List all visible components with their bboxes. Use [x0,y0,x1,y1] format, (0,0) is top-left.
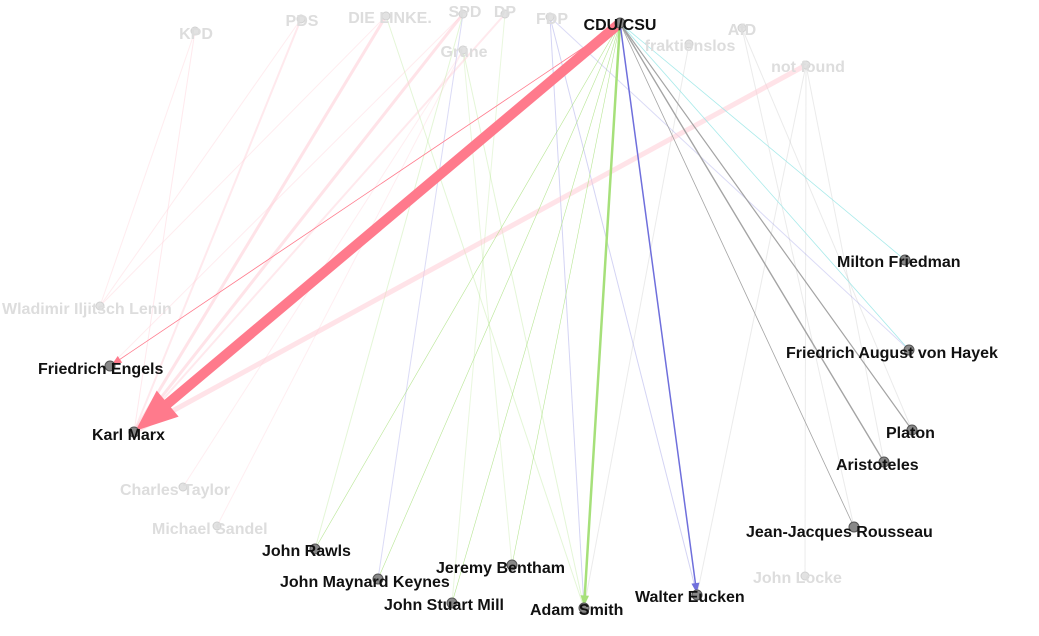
node-lenin[interactable] [95,301,105,311]
label-fraktionslos: fraktionslos [645,38,736,55]
edge-kpd-lenin [99,30,196,307]
edge-cdu-bentham [511,22,621,566]
edge-fdp-smith [549,16,585,609]
label-aristoteles: Aristoteles [836,457,919,474]
edge-cdu-hayek [619,22,910,351]
label-afd: AfD [728,22,756,39]
edge-linke-smith [385,15,585,609]
edge-cdu-engels [119,22,621,360]
node-fraktionslos[interactable] [684,39,694,49]
node-mill[interactable] [446,597,458,609]
label-spd: SPD [449,4,482,21]
node-dp[interactable] [500,9,510,19]
node-keynes[interactable] [372,573,384,585]
label-marx: Karl Marx [92,427,165,444]
edge-notfound-aristoteles [805,64,885,463]
node-rousseau[interactable] [848,521,860,533]
node-hayek[interactable] [903,344,915,356]
label-gruene: Grüne [440,44,487,61]
label-sandel: Michael Sandel [152,521,268,538]
edge-gruene-bentham [462,49,513,566]
node-platon[interactable] [906,424,918,436]
edge-cdu-smith [583,21,622,597]
node-friedman[interactable] [899,254,911,266]
node-engels[interactable] [104,360,116,372]
label-linke: DIE LINKE. [348,10,432,27]
arrowhead-cdu-smith [580,595,590,607]
edge-gruene-sandel [216,49,464,527]
node-notfound[interactable] [801,60,811,70]
node-cdu[interactable] [614,17,626,29]
label-bentham: Jeremy Bentham [436,560,565,577]
edge-cdu-keynes [377,22,621,580]
label-hayek: Friedrich August von Hayek [786,345,998,362]
label-friedman: Milton Friedman [837,254,961,271]
edge-cdu-rousseau [619,22,855,528]
edge-pds-marx [133,18,302,433]
edge-spd-marx [132,12,465,434]
node-rawls[interactable] [309,543,321,555]
edge-afd-platon [741,27,913,431]
label-lenin: Wladimir Iljitsch Lenin [2,301,172,318]
edge-cdu-aristoteles [619,22,885,463]
edge-cdu-platon [619,22,913,431]
label-platon: Platon [886,425,935,442]
label-smith: Adam Smith [530,602,623,619]
node-marx[interactable] [128,426,140,438]
node-bentham[interactable] [506,559,518,571]
node-gruene[interactable] [458,45,468,55]
edge-spd-rawls [314,13,464,550]
edge-spd-keynes [377,13,464,580]
node-layer [95,9,918,614]
label-keynes: John Maynard Keynes [280,574,450,591]
edge-linke-marx [132,14,388,434]
arrowhead-cdu-marx [135,390,179,431]
edge-fdp-eucken [549,16,698,596]
node-linke[interactable] [381,11,391,21]
node-aristoteles[interactable] [878,456,890,468]
label-pds: PDS [286,13,319,30]
node-smith[interactable] [578,602,590,614]
edge-pds-lenin [99,18,302,307]
label-rawls: John Rawls [262,543,351,560]
edge-linke-lenin [99,15,387,307]
edge-notfound-locke [804,64,807,577]
label-layer: KPD PDS DIE LINKE. SPD DP FDP Grüne CDU/CSU AfDf… [2,4,998,619]
edge-cdu-rawls [314,22,621,550]
node-eucken[interactable] [691,589,703,601]
node-taylor[interactable] [178,482,188,492]
edge-cdu-friedman [619,22,906,261]
node-locke[interactable] [800,571,810,581]
label-mill: John Stuart Mill [384,597,504,614]
label-locke: John Locke [753,570,842,587]
edge-dp-marx [133,13,506,433]
label-fdp: FDP [536,11,568,28]
label-rousseau: Jean-Jacques Rousseau [746,524,933,541]
node-sandel[interactable] [212,521,222,531]
edge-layer [99,12,913,609]
label-eucken: Walter Eucken [635,589,745,606]
edge-spd-engels [109,13,464,367]
label-engels: Friedrich Engels [38,361,163,378]
edge-cdu-eucken [619,22,697,584]
node-afd[interactable] [737,23,747,33]
edge-cdu-mill [451,22,621,604]
edge-kpd-marx [133,30,196,433]
edge-dp-mill [451,13,506,604]
label-taylor: Charles Taylor [120,482,230,499]
label-cdu: CDU/CSU [584,17,657,34]
label-dp: DP [494,4,517,21]
edge-cdu-marx [162,18,625,409]
label-notfound: not found [771,59,845,76]
node-spd[interactable] [458,9,468,19]
node-fdp[interactable] [545,12,555,22]
edge-afd-rousseau [741,27,855,528]
node-pds[interactable] [296,14,306,24]
edge-notfound-eucken [696,64,807,596]
edge-fraktionslos-smith [583,43,690,609]
node-kpd[interactable] [190,26,200,36]
label-kpd: KPD [179,26,213,43]
